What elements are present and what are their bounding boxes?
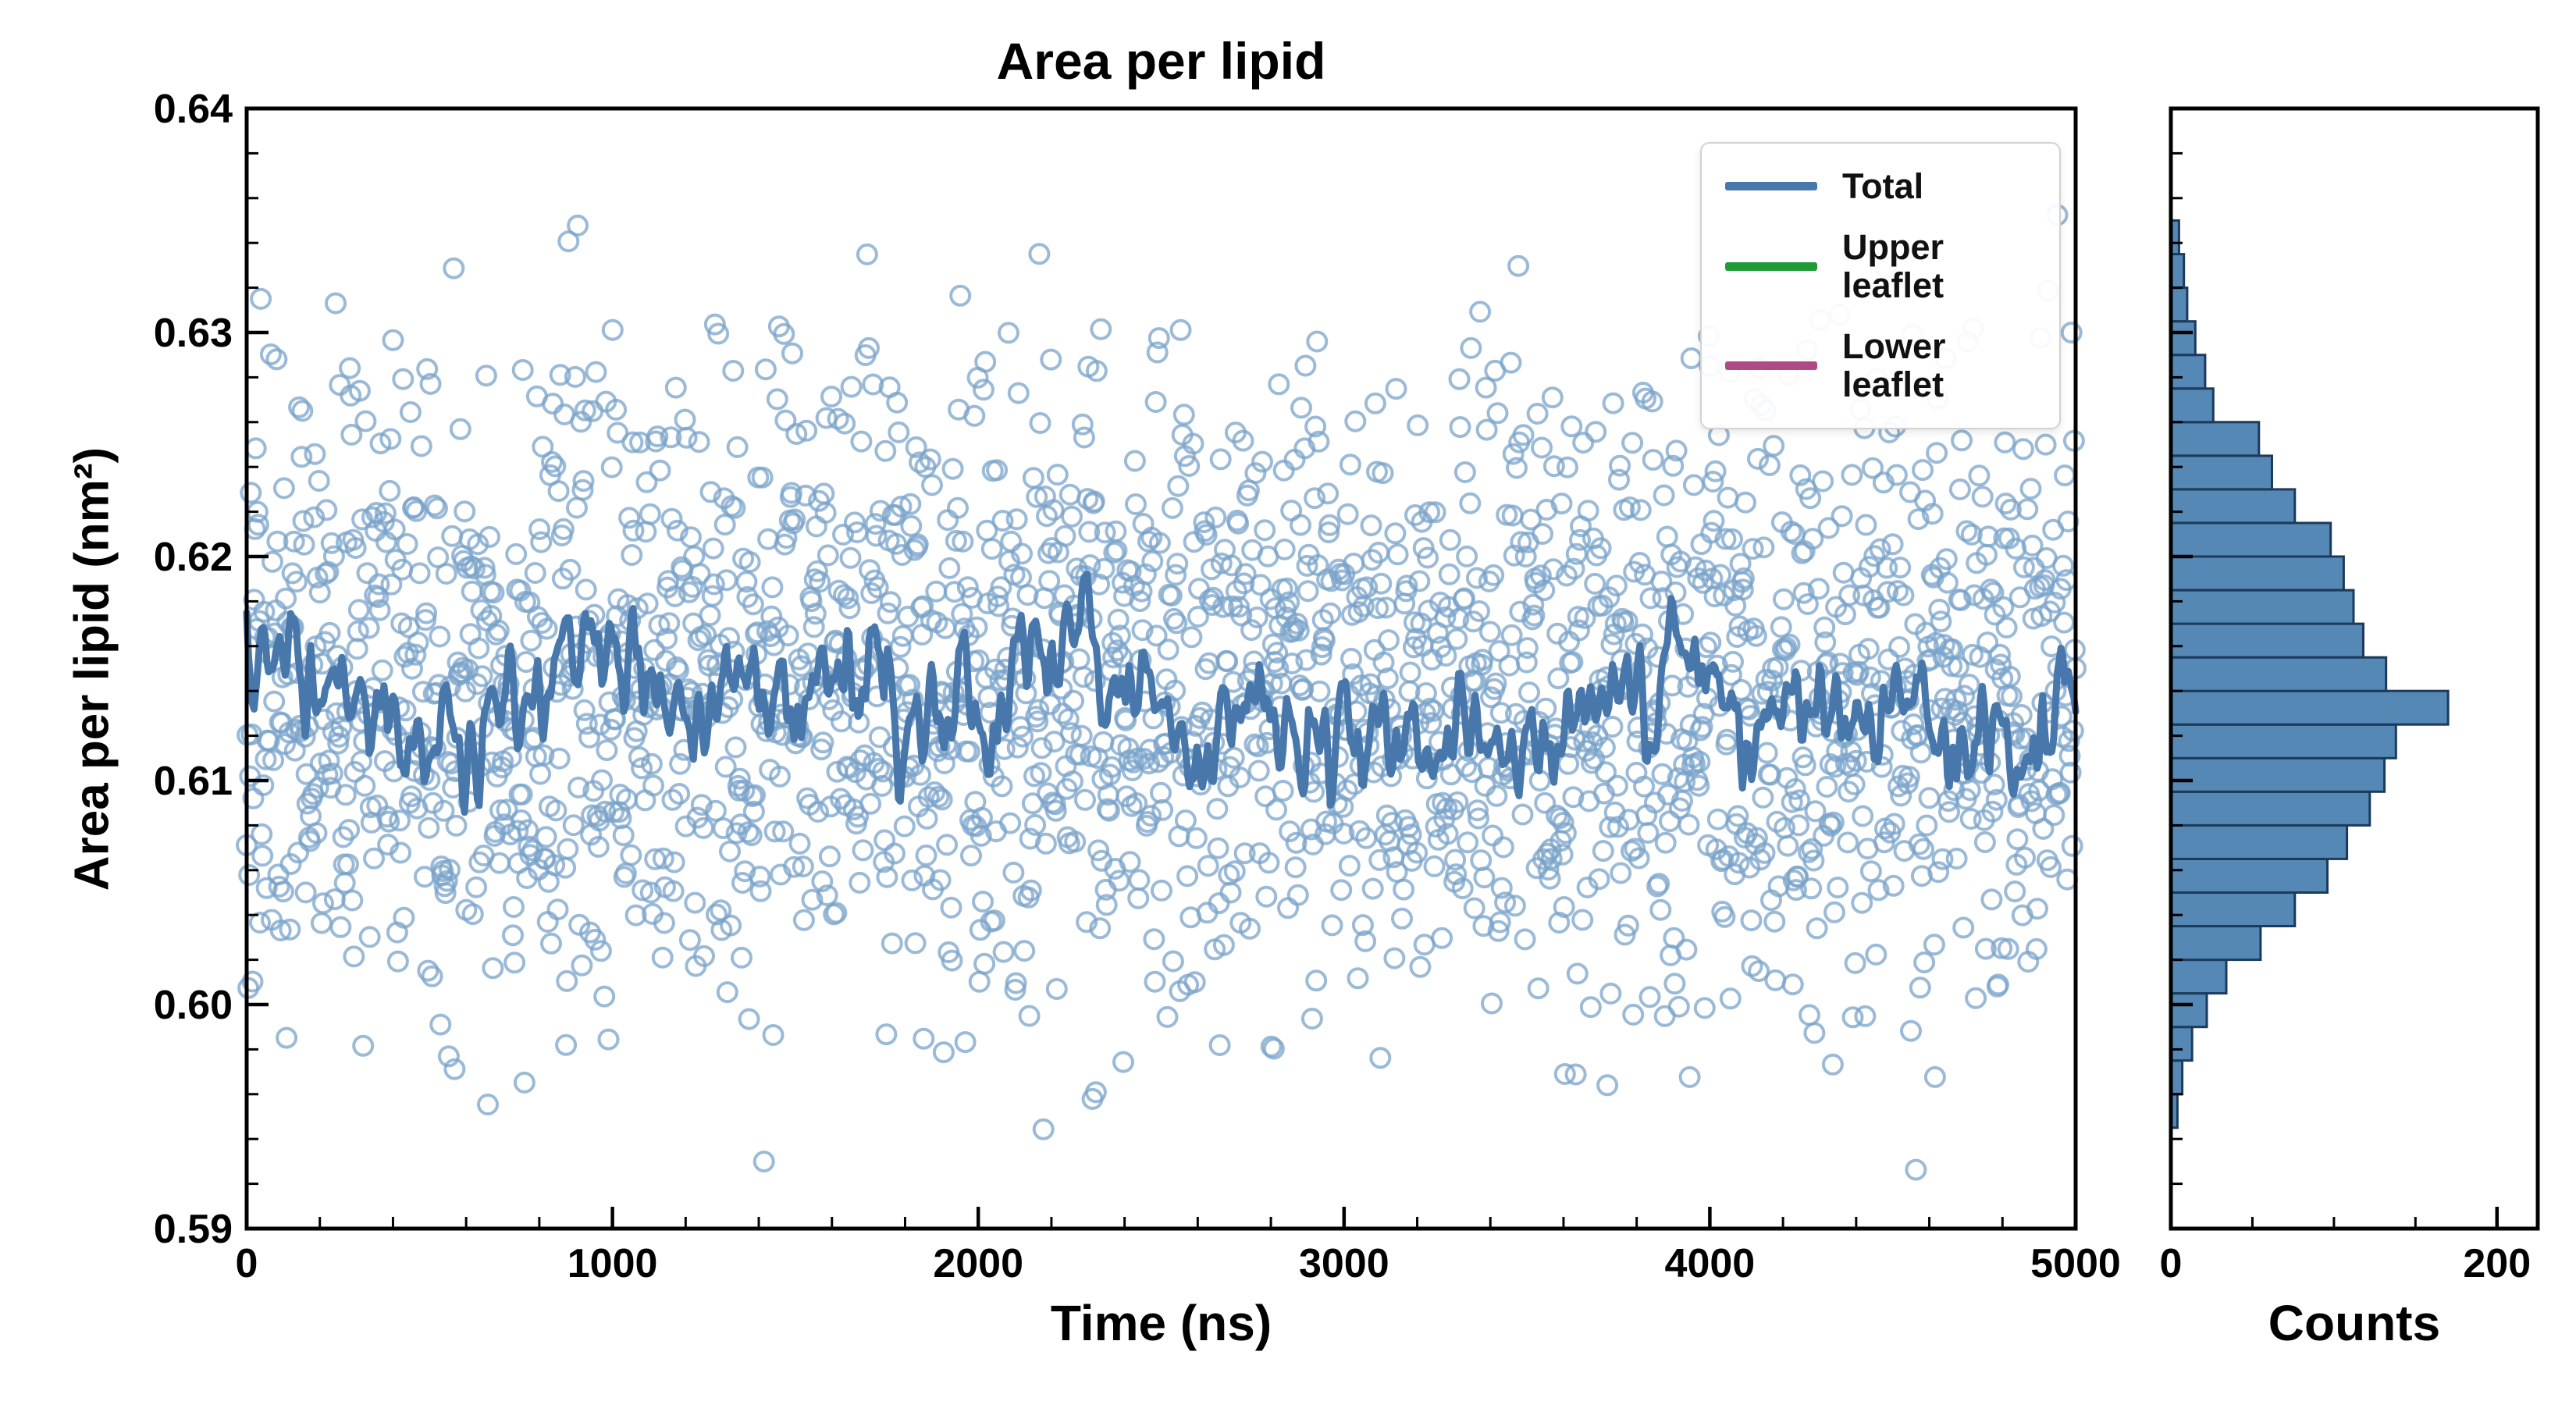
x-axis-label: Time (ns) <box>1050 1295 1272 1351</box>
tick-label: 0 <box>236 1241 258 1286</box>
histogram-bar <box>2169 253 2186 290</box>
axes-spines <box>244 106 2540 1231</box>
tick-label: 200 <box>2463 1241 2531 1286</box>
tick-label: 1000 <box>568 1241 658 1286</box>
histogram-bar <box>2169 286 2189 323</box>
histogram-bar <box>2169 823 2349 860</box>
tick-label: 0.63 <box>154 311 233 356</box>
histogram-bar <box>2169 454 2273 491</box>
histogram-bar <box>2169 723 2397 759</box>
tick-label: 2000 <box>933 1241 1023 1286</box>
legend-swatch-upper-leaflet <box>1725 261 1817 271</box>
histogram-bar <box>2169 387 2215 424</box>
axis-ticks <box>244 106 2500 1231</box>
tick-label: 4000 <box>1665 1241 1756 1286</box>
tick-label: 0.60 <box>154 983 233 1028</box>
tick-label: 0.61 <box>154 759 233 804</box>
histogram-bar <box>2169 521 2332 558</box>
histogram-bar <box>2169 858 2329 894</box>
histogram-bars <box>2169 219 2450 1129</box>
histogram-bar <box>2169 790 2371 827</box>
running-average-line <box>243 571 2080 816</box>
legend-entry-lower-leaflet: Lower leaflet <box>1702 316 2059 415</box>
histogram-bar <box>2169 756 2386 793</box>
histogram-bar <box>2169 891 2297 927</box>
legend-label-lower-leaflet: Lower leaflet <box>1842 325 1946 404</box>
legend-swatch-lower-leaflet <box>1725 361 1817 370</box>
y-axis-label: Area per lipid (nm²) <box>65 446 119 891</box>
chart-title: Area per lipid <box>996 32 1326 90</box>
legend-label-total: Total <box>1842 166 1924 206</box>
tick-label: 0 <box>2160 1241 2183 1286</box>
tick-label: 3000 <box>1299 1241 1389 1286</box>
histogram-bar <box>2169 354 2207 390</box>
histogram-bar <box>2169 959 2228 995</box>
legend: Total Upper leaflet Lower leaflet <box>1700 142 2061 429</box>
histogram-bar <box>2169 925 2262 962</box>
histogram-bar <box>2169 689 2450 726</box>
histogram-x-axis-label: Counts <box>2268 1295 2441 1351</box>
histogram-bar <box>2169 421 2261 457</box>
legend-entry-upper-leaflet: Upper leaflet <box>1702 217 2059 316</box>
tick-label: 0.59 <box>154 1207 233 1252</box>
histogram-bar <box>2169 488 2297 525</box>
histogram-bar <box>2169 622 2364 659</box>
tick-label: 0.62 <box>154 535 233 580</box>
histogram-bar <box>2169 992 2208 1029</box>
histogram-bar <box>2169 1026 2194 1062</box>
histogram-bar <box>2169 656 2388 692</box>
histogram-bar <box>2169 589 2355 625</box>
tick-label: 0.64 <box>154 87 233 132</box>
legend-swatch-total <box>1725 182 1817 191</box>
legend-label-upper-leaflet: Upper leaflet <box>1842 226 1944 305</box>
tick-labels: 0 1000 2000 3000 4000 50000.590.600.610.620.6… <box>154 87 2531 1286</box>
legend-entry-total: Total <box>1702 156 2059 217</box>
tick-label: 5000 <box>2030 1241 2121 1286</box>
histogram-bar <box>2169 555 2345 592</box>
histogram-bar <box>2169 320 2197 357</box>
